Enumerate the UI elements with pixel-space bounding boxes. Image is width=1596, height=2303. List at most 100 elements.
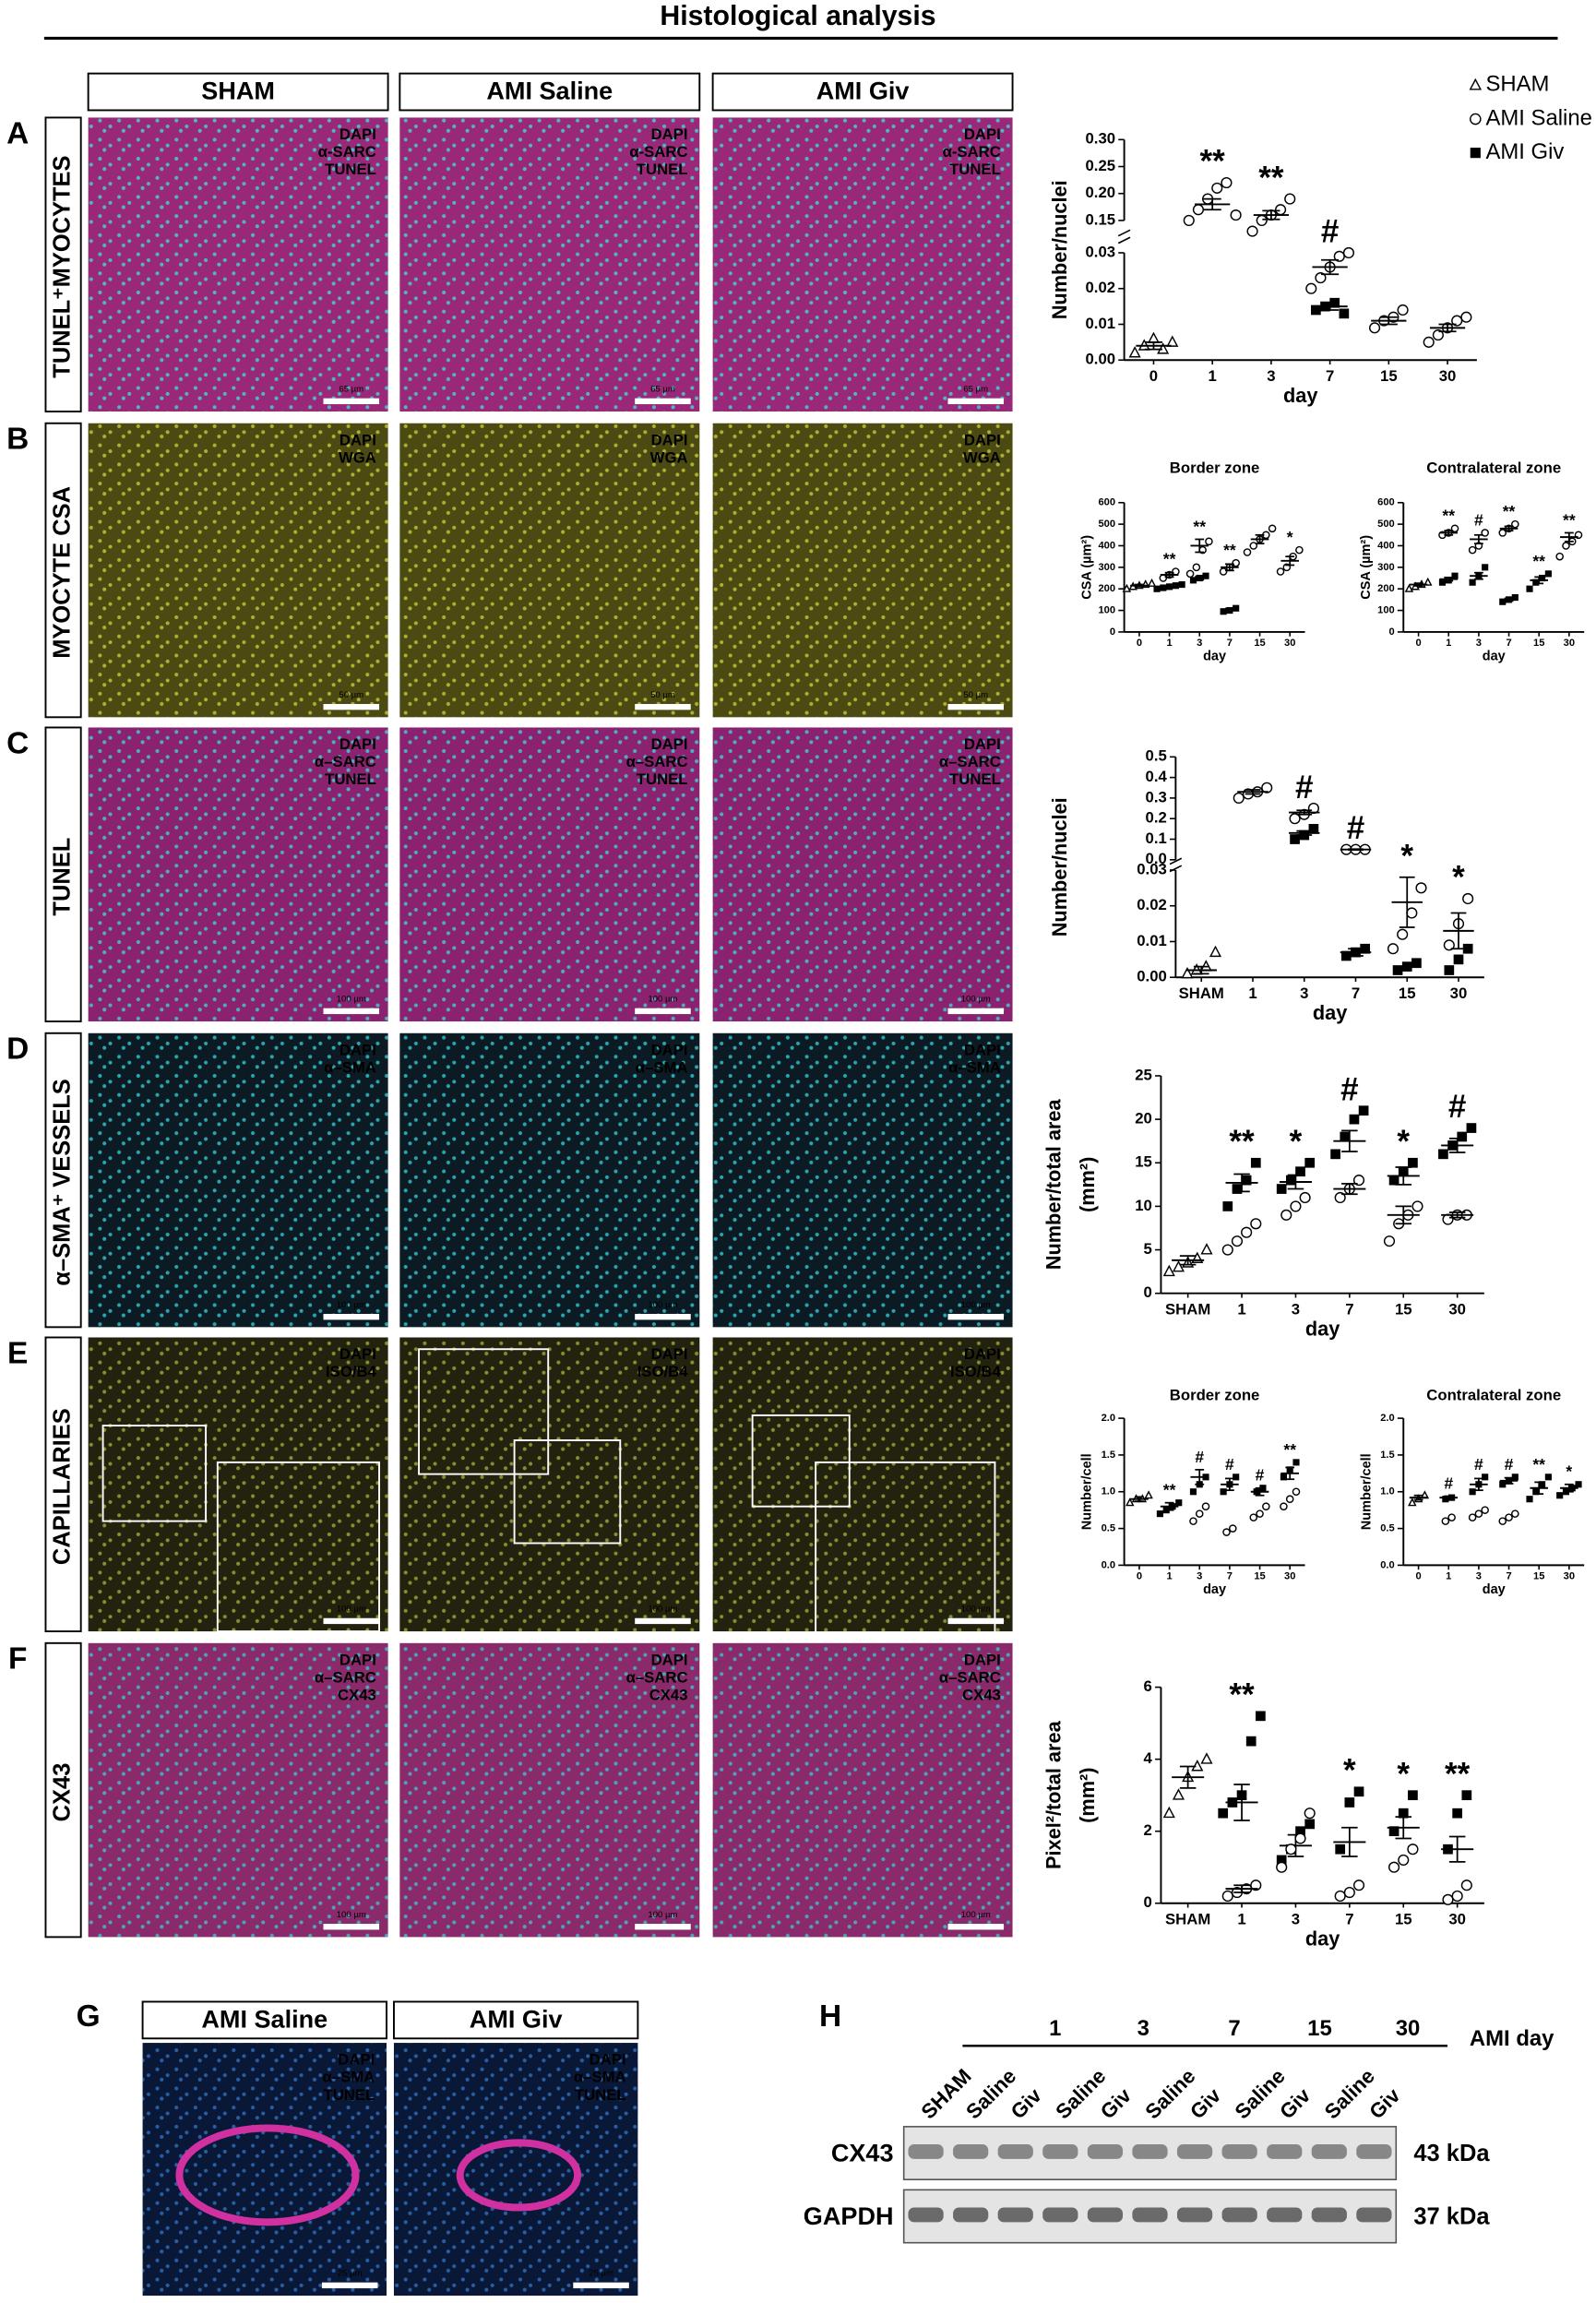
data-point bbox=[1221, 176, 1233, 189]
data-point bbox=[1285, 1844, 1297, 1856]
day-label: 1 bbox=[1049, 2016, 1061, 2041]
data-point bbox=[1178, 580, 1185, 589]
stain-label: CX43 bbox=[649, 1687, 688, 1704]
significance-mark: * bbox=[1397, 1756, 1410, 1792]
stain-label: DAPI bbox=[339, 735, 376, 753]
y-tick-label: 500 bbox=[1098, 519, 1115, 530]
x-tick-label: 3 bbox=[1292, 1911, 1300, 1928]
data-point bbox=[1438, 1149, 1448, 1160]
data-point bbox=[1539, 574, 1546, 582]
micrograph-texture bbox=[712, 423, 1013, 718]
scale-bar bbox=[323, 1924, 380, 1930]
y-tick-label: 0 bbox=[1389, 626, 1395, 638]
chart-title: Border zone bbox=[1170, 459, 1260, 477]
lane-label: Saline bbox=[1320, 2064, 1379, 2123]
y-tick-label: 2.0 bbox=[1380, 1413, 1394, 1424]
micrograph-texture bbox=[88, 1337, 388, 1632]
lane-label: SHAM bbox=[917, 2064, 976, 2123]
x-axis-label: day bbox=[1203, 1582, 1226, 1597]
x-tick-label: 30 bbox=[1284, 638, 1295, 649]
x-tick-label: 15 bbox=[1380, 367, 1398, 385]
panel-letter: H bbox=[819, 1999, 841, 2034]
data-point bbox=[1352, 1879, 1365, 1891]
data-point bbox=[1353, 1786, 1364, 1797]
stain-label: DAPI bbox=[590, 2051, 626, 2069]
scale-label: 100 µm bbox=[961, 1910, 991, 1920]
y-tick-label: 0.5 bbox=[1380, 1523, 1394, 1534]
scale-bar bbox=[947, 1314, 1004, 1320]
stain-label: WGA bbox=[650, 448, 688, 466]
band bbox=[1087, 2207, 1124, 2223]
data-point bbox=[1274, 204, 1287, 216]
band bbox=[1087, 2143, 1124, 2159]
data-point bbox=[1499, 598, 1507, 605]
significance-mark: # bbox=[1340, 1071, 1358, 1107]
data-point bbox=[1233, 792, 1245, 804]
data-point bbox=[1526, 1496, 1533, 1503]
x-tick-label: 1 bbox=[1446, 1571, 1451, 1582]
legend-label: AMI Saline bbox=[1485, 105, 1591, 130]
x-tick-label: 7 bbox=[1352, 984, 1360, 1002]
data-point bbox=[1315, 272, 1327, 284]
stain-label: TUNEL bbox=[949, 770, 1001, 788]
stain-label: DAPI bbox=[651, 1651, 688, 1668]
data-point bbox=[1276, 1861, 1288, 1873]
y-tick-label: 2 bbox=[1144, 1821, 1152, 1839]
data-point bbox=[1334, 1890, 1346, 1903]
data-point bbox=[1481, 1506, 1489, 1514]
scale-bar bbox=[635, 1924, 691, 1930]
panel-letter: D bbox=[6, 1032, 29, 1067]
micrograph-texture bbox=[712, 1642, 1013, 1938]
band bbox=[1356, 2143, 1392, 2159]
data-point bbox=[1334, 1191, 1346, 1204]
scale-label: 100 µm bbox=[337, 1605, 366, 1615]
x-tick-label: 15 bbox=[1395, 1911, 1412, 1928]
data-point bbox=[1308, 824, 1319, 834]
data-point bbox=[1398, 1808, 1409, 1819]
significance-mark: ** bbox=[1283, 1440, 1296, 1459]
y-tick-label: 0.15 bbox=[1086, 210, 1116, 228]
significance-mark: # bbox=[1505, 1455, 1514, 1474]
scale-label: 100 µm bbox=[961, 1300, 991, 1310]
x-tick-label: 0 bbox=[1137, 638, 1142, 649]
column-header: AMI Saline bbox=[486, 77, 613, 105]
stain-label: TUNEL bbox=[637, 770, 688, 788]
data-point bbox=[1202, 572, 1209, 579]
band bbox=[997, 2143, 1033, 2159]
significance-mark: ** bbox=[1442, 507, 1455, 525]
x-tick-label: 15 bbox=[1395, 1301, 1412, 1319]
scale-label: 65 µm bbox=[339, 385, 363, 395]
x-tick-label: 3 bbox=[1476, 638, 1482, 649]
lane-label: Giv bbox=[1006, 2083, 1047, 2124]
data-point bbox=[1432, 329, 1444, 341]
y-tick-label: 5 bbox=[1144, 1240, 1152, 1258]
row-label-box bbox=[44, 422, 82, 719]
x-tick-label: SHAM bbox=[1165, 1301, 1210, 1319]
scale-bar bbox=[947, 1924, 1004, 1930]
data-point bbox=[1294, 1832, 1306, 1844]
data-point bbox=[1388, 1175, 1399, 1186]
data-point bbox=[1470, 113, 1482, 125]
data-point bbox=[1392, 965, 1403, 975]
data-point bbox=[1469, 579, 1476, 586]
data-point bbox=[1349, 1114, 1360, 1125]
y-axis-label: Number/cell bbox=[1080, 1453, 1095, 1530]
stain-label: DAPI bbox=[651, 125, 688, 143]
data-point bbox=[1387, 943, 1399, 955]
legend-label: AMI Giv bbox=[1485, 139, 1564, 164]
stain-label: α–SMA bbox=[324, 1058, 376, 1076]
scale-bar bbox=[947, 398, 1004, 405]
data-point bbox=[1468, 1513, 1477, 1521]
y-tick-label: 600 bbox=[1098, 497, 1115, 508]
data-point bbox=[1311, 304, 1321, 316]
x-tick-label: 30 bbox=[1564, 1571, 1575, 1582]
x-tick-label: 30 bbox=[1439, 367, 1457, 385]
row-label: α–SMA⁺ VESSELS bbox=[49, 1079, 75, 1285]
figure-title: Histological analysis bbox=[660, 1, 935, 31]
band bbox=[1132, 2143, 1168, 2159]
band-size: 43 kDa bbox=[1413, 2141, 1490, 2166]
data-point bbox=[1330, 1149, 1340, 1160]
y-tick-label: 0.20 bbox=[1086, 184, 1116, 201]
data-point bbox=[1352, 1175, 1365, 1187]
axis-break bbox=[1117, 229, 1131, 237]
